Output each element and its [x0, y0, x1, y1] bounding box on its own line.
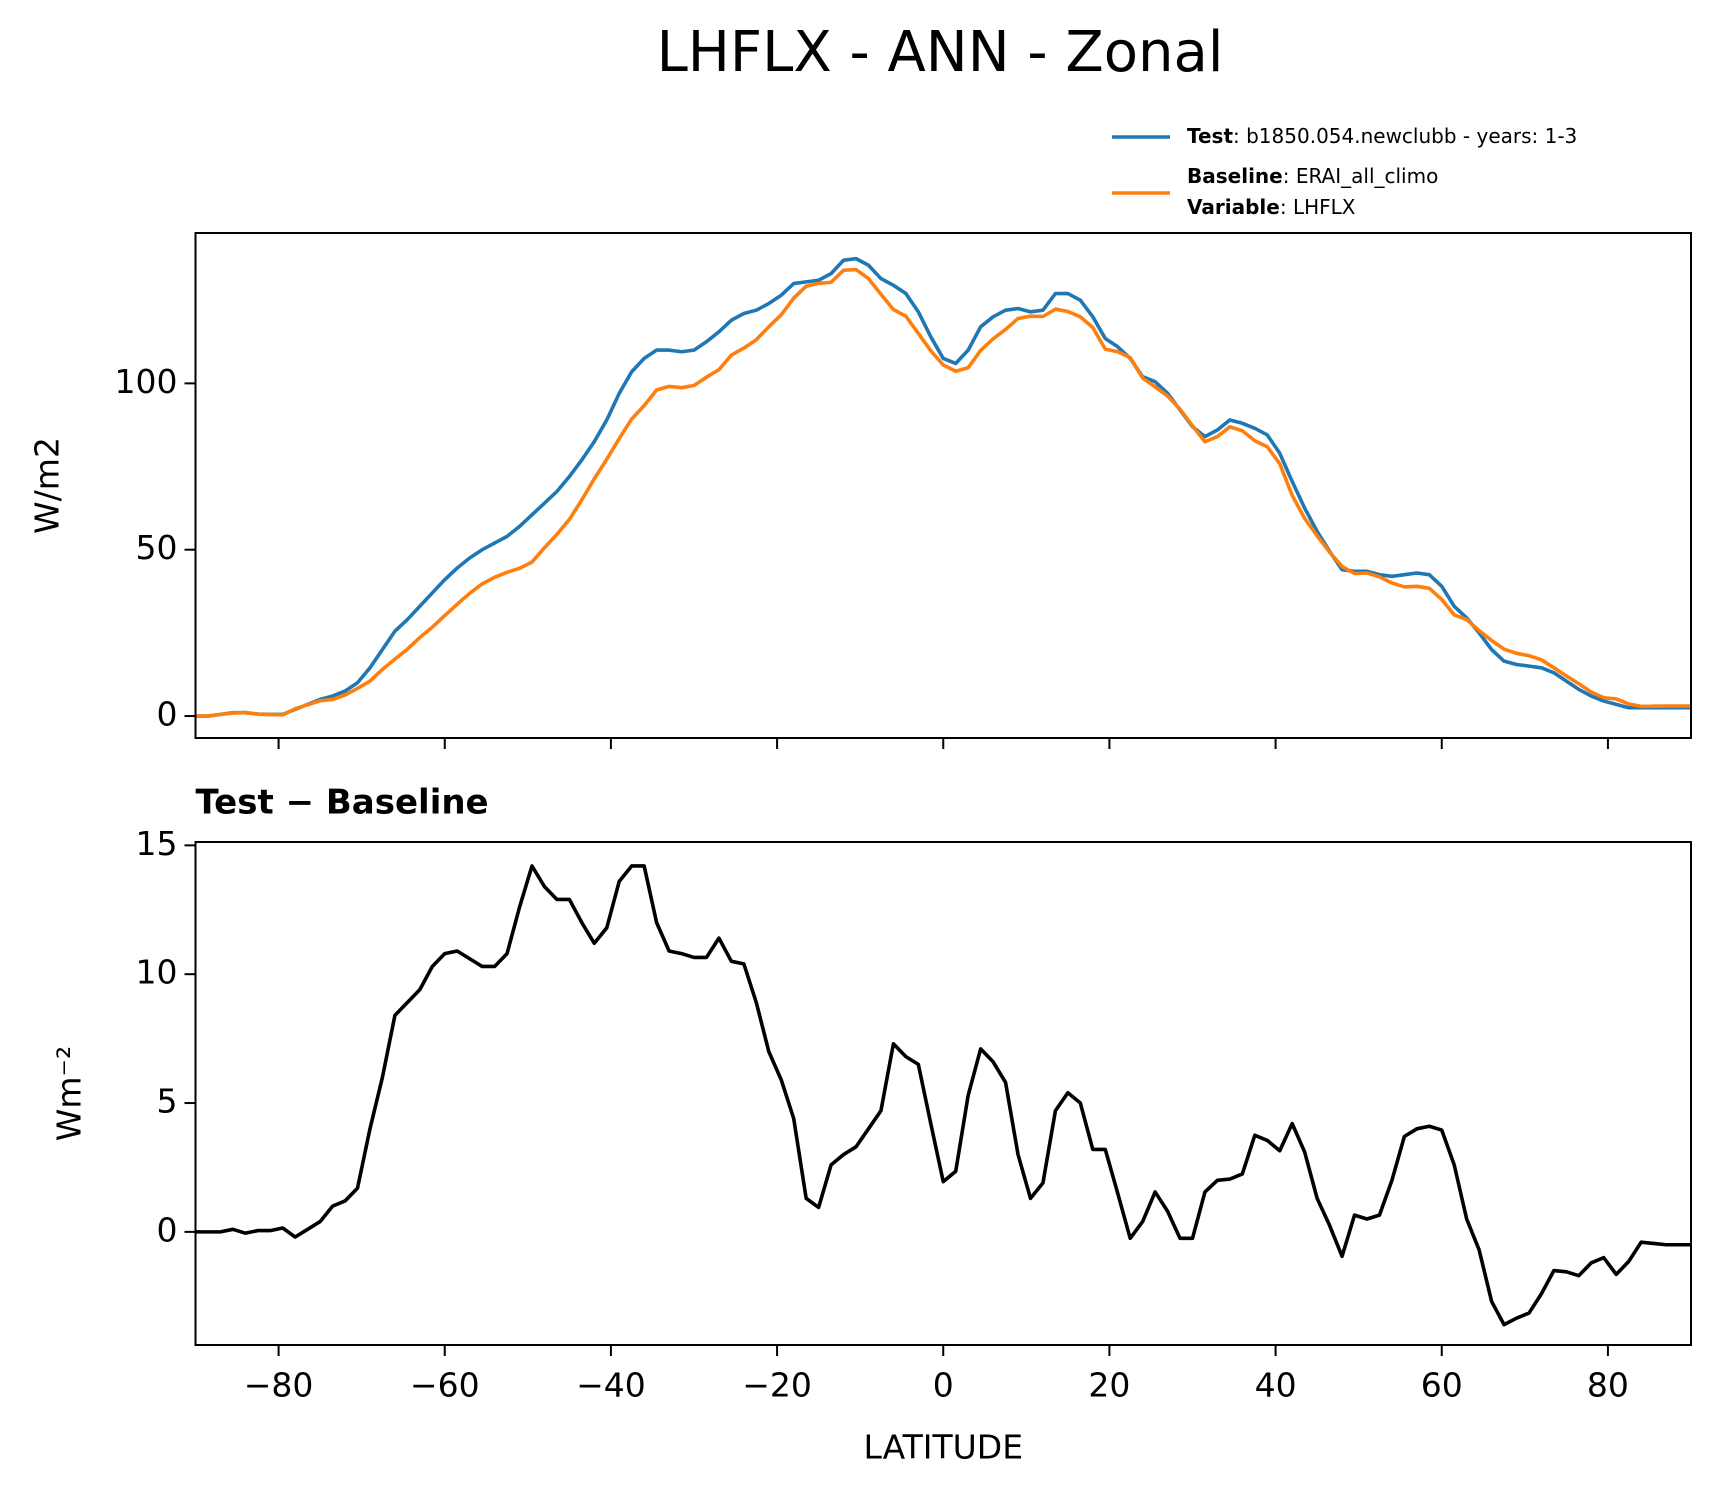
y-tick-label: 0 [157, 695, 178, 734]
data-line [195, 256, 1691, 718]
x-tick-label: 40 [1255, 1366, 1297, 1405]
y-tick-label: 5 [157, 1082, 178, 1121]
x-tick-label: −80 [244, 1366, 314, 1405]
y-tick-label: 10 [136, 953, 178, 992]
figure-title: LHFLX - ANN - Zonal [657, 20, 1224, 85]
legend-text: : b1850.054.newclubb - years: 1-3 [1233, 124, 1577, 148]
x-tick-label: 0 [933, 1366, 954, 1405]
y-tick-label: 0 [157, 1210, 178, 1249]
y-tick-label: 50 [136, 528, 178, 567]
x-tick-label: −60 [410, 1366, 480, 1405]
legend-key: Variable [1187, 195, 1280, 219]
legend-key: Baseline [1187, 164, 1283, 188]
legend-entry: Variable: LHFLX [1187, 195, 1356, 219]
y-tick-label: 15 [136, 824, 178, 863]
legend-text: : LHFLX [1280, 195, 1356, 219]
legend-text: : ERAI_all_climo [1283, 164, 1439, 188]
y-tick-label: 100 [115, 362, 178, 401]
x-tick-label: 80 [1587, 1366, 1629, 1405]
axes-title: Test − Baseline [196, 783, 489, 823]
x-tick-label: 20 [1088, 1366, 1130, 1405]
data-line [195, 864, 1691, 1327]
legend-entry: Baseline: ERAI_all_climo [1187, 164, 1438, 188]
x-tick-label: −20 [742, 1366, 812, 1405]
legend-entry: Test: b1850.054.newclubb - years: 1-3 [1187, 124, 1577, 148]
x-axis-label: LATITUDE [863, 1428, 1023, 1467]
y-axis-label: Wm⁻² [50, 1046, 89, 1141]
x-tick-label: −40 [576, 1366, 646, 1405]
data-line [195, 267, 1691, 718]
legend-key: Test [1187, 124, 1233, 148]
y-axis-label: W/m2 [28, 437, 67, 534]
x-tick-label: 60 [1421, 1366, 1463, 1405]
